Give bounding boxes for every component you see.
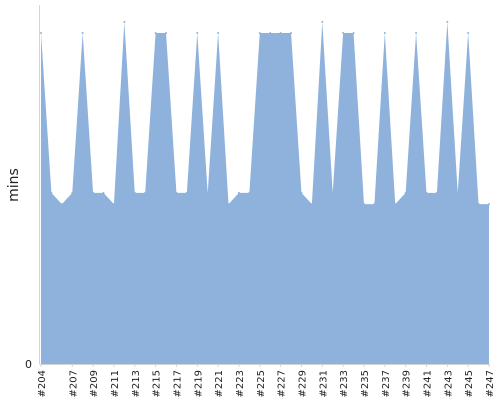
data-point (394, 203, 397, 206)
x-tick-label: #241 (422, 370, 433, 397)
data-point (196, 32, 199, 35)
y-axis-label: mins (6, 168, 22, 202)
data-point (112, 203, 115, 206)
data-point (71, 191, 74, 194)
data-point (165, 32, 168, 35)
data-point (331, 191, 334, 194)
x-tick-label: #219 (193, 370, 204, 397)
plot-area (40, 20, 490, 365)
data-point (123, 20, 126, 23)
data-point (92, 191, 95, 194)
data-point (102, 191, 105, 194)
x-tick-label: #221 (214, 370, 225, 397)
x-tick-label: #243 (443, 370, 454, 397)
data-point (206, 191, 209, 194)
data-point (279, 32, 282, 35)
data-point (352, 32, 355, 35)
data-point (258, 32, 261, 35)
x-tick-labels: #204 #207 #209 #211 #213 #215 #217 #219 #221 #223… (37, 364, 496, 397)
y-tick-labels: 0 (25, 358, 32, 371)
x-tick-label: #235 (360, 370, 371, 397)
data-point (50, 191, 53, 194)
x-tick-label: #239 (402, 370, 413, 397)
x-tick-label: #209 (89, 370, 100, 397)
x-tick-label: #231 (318, 370, 329, 397)
x-tick-label: #207 (68, 370, 79, 397)
data-point (133, 191, 136, 194)
x-tick-label: #213 (131, 370, 142, 397)
data-point (404, 191, 407, 194)
data-point (175, 191, 178, 194)
data-point (248, 191, 251, 194)
data-point (300, 191, 303, 194)
x-tick-label: #217 (172, 370, 183, 397)
data-point (477, 203, 480, 206)
data-point (310, 203, 313, 206)
data-point (227, 203, 230, 206)
data-point (290, 32, 293, 35)
x-tick-label: #223 (235, 370, 246, 397)
data-point (144, 191, 147, 194)
data-point (269, 32, 272, 35)
data-point (217, 32, 220, 35)
x-tick-label: #237 (381, 370, 392, 397)
data-point (446, 20, 449, 23)
x-tick-label: #247 (485, 370, 496, 397)
data-point (415, 32, 418, 35)
x-tick-label: #233 (339, 370, 350, 397)
x-tick-label: #229 (297, 370, 308, 397)
data-point (154, 32, 157, 35)
data-point (342, 32, 345, 35)
data-point (488, 203, 490, 206)
data-point (237, 191, 240, 194)
x-tick-label: #215 (152, 370, 163, 397)
series-area (41, 21, 489, 365)
data-point (435, 191, 438, 194)
x-tick-label: #204 (37, 370, 48, 397)
data-point (40, 32, 42, 35)
data-point (321, 20, 324, 23)
data-point (467, 32, 470, 35)
data-point (362, 203, 365, 206)
data-point (81, 32, 84, 35)
data-point (185, 191, 188, 194)
data-point (456, 191, 459, 194)
x-tick-label: #245 (464, 370, 475, 397)
y-tick-label: 0 (25, 358, 32, 371)
data-point (373, 203, 376, 206)
x-tick-label: #211 (110, 370, 121, 397)
data-point (60, 203, 63, 206)
x-tick-label: #225 (256, 370, 267, 397)
data-point (425, 191, 428, 194)
data-point (383, 32, 386, 35)
x-tick-label: #227 (277, 370, 288, 397)
